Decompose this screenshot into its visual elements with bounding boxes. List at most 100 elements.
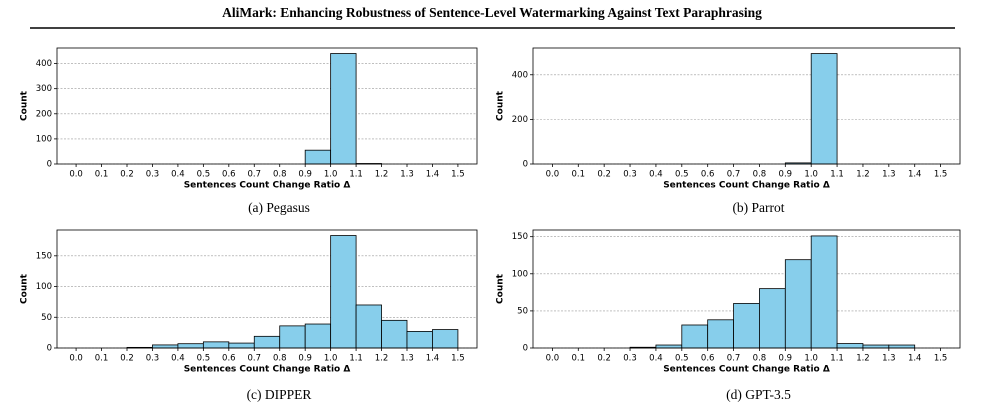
bar — [733, 303, 760, 349]
x-tick-label: 1.1 — [349, 354, 363, 364]
bar — [228, 342, 255, 349]
x-tick-label: 1.2 — [375, 354, 389, 364]
x-tick-label: 1.4 — [426, 170, 440, 180]
x-tick-label: 0.4 — [649, 354, 663, 364]
x-tick-label: 1.5 — [451, 354, 465, 364]
y-tick-label: 50 — [517, 306, 528, 316]
y-axis-label: Count — [496, 90, 506, 121]
y-tick-label: 0 — [523, 344, 528, 354]
bar — [202, 341, 230, 349]
x-tick-label: 0.0 — [546, 170, 560, 180]
x-tick-label: 1.0 — [324, 354, 338, 364]
x-tick-label: 0.8 — [753, 170, 767, 180]
x-tick-label: 0.2 — [120, 354, 134, 364]
figure-caption: (b) Parrot — [732, 200, 784, 215]
bar — [253, 335, 281, 349]
bar — [304, 323, 332, 349]
x-axis-label: Sentences Count Change Ratio Δ — [663, 181, 830, 191]
bar — [355, 304, 382, 349]
y-tick-label: 0 — [47, 160, 52, 170]
y-tick-label: 100 — [36, 282, 52, 292]
y-tick-label: 100 — [36, 134, 52, 144]
bar — [655, 344, 683, 349]
x-tick-label: 1.3 — [400, 170, 414, 180]
x-tick-label: 0.0 — [69, 170, 83, 180]
x-axis-label: Sentences Count Change Ratio Δ — [184, 365, 351, 375]
bar — [707, 319, 734, 349]
figure-caption: (c) DIPPER — [247, 387, 312, 402]
y-tick-label: 0 — [523, 160, 528, 170]
plot-frame — [56, 229, 478, 349]
bar — [862, 344, 890, 349]
y-tick-label: 150 — [512, 232, 528, 242]
y-tick-label: 200 — [36, 109, 52, 119]
bar — [888, 344, 916, 349]
bar — [810, 235, 838, 349]
bar — [432, 329, 459, 349]
x-tick-label: 1.3 — [400, 354, 414, 364]
bar — [784, 259, 812, 349]
y-tick-label: 50 — [41, 313, 52, 323]
x-tick-label: 0.3 — [623, 354, 637, 364]
bar — [330, 235, 357, 349]
x-axis-label: Sentences Count Change Ratio Δ — [663, 365, 830, 375]
bar — [152, 344, 179, 349]
x-tick-label: 1.5 — [934, 170, 948, 180]
x-tick-label: 0.0 — [69, 354, 83, 364]
figure-caption: (d) GPT-3.5 — [726, 387, 791, 402]
x-tick-label: 0.7 — [248, 170, 262, 180]
x-tick-label: 0.4 — [649, 170, 663, 180]
x-tick-label: 0.9 — [298, 170, 312, 180]
x-tick-label: 1.4 — [426, 354, 440, 364]
y-tick-label: 400 — [512, 70, 528, 80]
x-tick-label: 0.1 — [95, 170, 109, 180]
x-tick-label: 1.1 — [349, 170, 363, 180]
y-tick-label: 0 — [47, 344, 52, 354]
x-tick-label: 1.1 — [830, 354, 844, 364]
plot-frame — [532, 229, 961, 349]
x-tick-label: 0.3 — [146, 170, 160, 180]
x-tick-label: 0.2 — [597, 170, 611, 180]
x-tick-label: 0.5 — [675, 170, 689, 180]
y-tick-label: 100 — [512, 269, 528, 279]
x-tick-label: 0.9 — [779, 354, 793, 364]
x-tick-label: 0.7 — [727, 170, 741, 180]
x-tick-label: 0.1 — [95, 354, 109, 364]
x-tick-label: 0.8 — [273, 354, 287, 364]
plot-frame — [56, 47, 478, 165]
x-tick-label: 1.3 — [882, 170, 896, 180]
y-tick-label: 150 — [36, 251, 52, 261]
x-tick-label: 0.0 — [546, 354, 560, 364]
bar — [304, 149, 332, 165]
y-tick-label: 400 — [36, 59, 52, 69]
bar — [381, 319, 408, 349]
y-axis-label: Count — [20, 90, 30, 121]
bar — [681, 324, 709, 349]
y-tick-label: 200 — [512, 115, 528, 125]
x-tick-label: 0.5 — [197, 170, 211, 180]
x-tick-label: 0.4 — [171, 170, 185, 180]
x-tick-label: 1.2 — [375, 170, 389, 180]
x-tick-label: 1.3 — [882, 354, 896, 364]
x-tick-label: 1.2 — [856, 170, 870, 180]
x-axis-label: Sentences Count Change Ratio Δ — [184, 181, 351, 191]
x-tick-label: 1.4 — [908, 170, 922, 180]
bar — [759, 288, 786, 349]
x-tick-label: 1.0 — [324, 170, 338, 180]
x-tick-label: 0.5 — [197, 354, 211, 364]
figure-caption: (a) Pegasus — [248, 200, 310, 215]
x-tick-label: 1.2 — [856, 354, 870, 364]
x-tick-label: 0.4 — [171, 354, 185, 364]
bar — [330, 53, 357, 165]
paper-header: AliMark: Enhancing Robustness of Sentenc… — [222, 5, 762, 20]
bar — [406, 331, 433, 349]
bar — [810, 53, 838, 165]
x-tick-label: 0.6 — [701, 170, 715, 180]
x-tick-label: 0.3 — [146, 354, 160, 364]
x-tick-label: 0.2 — [597, 354, 611, 364]
bar — [836, 343, 864, 349]
x-tick-label: 0.1 — [572, 170, 586, 180]
plot-frame — [532, 47, 961, 165]
x-tick-label: 0.9 — [779, 170, 793, 180]
